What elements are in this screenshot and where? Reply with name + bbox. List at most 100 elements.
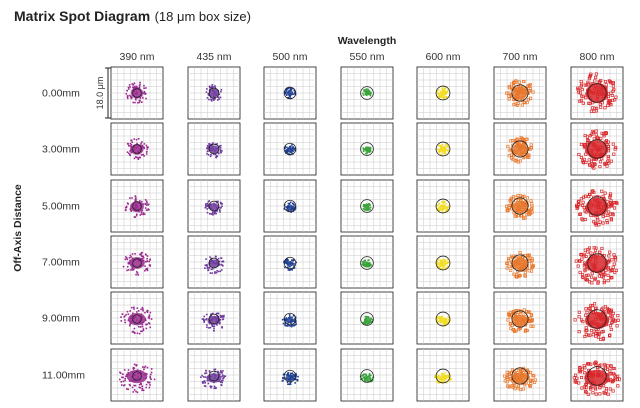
ray-marker (149, 326, 152, 329)
ray-marker (506, 144, 510, 149)
ray-marker (212, 317, 214, 320)
ray-marker (436, 319, 438, 322)
ray-marker (148, 386, 151, 389)
ray-marker (446, 321, 449, 323)
ray-marker (445, 202, 448, 205)
ray-marker (529, 371, 533, 375)
ray-marker (436, 375, 439, 378)
ray-marker (143, 84, 145, 87)
ray-marker (293, 265, 295, 267)
ray-marker (149, 375, 152, 378)
spot-cell (570, 235, 624, 289)
ray-marker (368, 93, 370, 96)
ray-marker (364, 265, 367, 268)
ray-marker (124, 258, 127, 261)
ray-marker (285, 206, 288, 208)
ray-marker (598, 220, 602, 224)
airy-disk-circle (435, 141, 451, 157)
ray-marker (208, 379, 211, 382)
ray-marker (437, 381, 439, 384)
ray-marker (131, 266, 134, 268)
ray-marker (516, 85, 520, 89)
ray-marker (217, 96, 219, 99)
ray-marker (216, 99, 219, 101)
ray-marker (616, 374, 620, 378)
ray-marker (140, 211, 143, 214)
ray-marker (604, 83, 608, 87)
ray-marker (512, 84, 516, 88)
scale-bar-label: 18.0 μm (95, 77, 105, 110)
ray-marker (216, 259, 218, 261)
ray-marker (200, 376, 202, 379)
ray-marker (149, 373, 152, 376)
ray-marker (511, 383, 515, 388)
spot-pattern (362, 315, 374, 326)
ray-marker (209, 315, 212, 318)
ray-marker (142, 309, 144, 312)
ray-marker (146, 267, 149, 270)
ray-marker (599, 105, 603, 109)
ray-marker (142, 308, 144, 310)
ray-marker (153, 378, 156, 381)
ray-marker (592, 157, 596, 161)
ray-marker (436, 91, 438, 93)
ray-marker (136, 156, 138, 159)
ray-marker (436, 316, 439, 318)
ray-marker (208, 267, 211, 269)
ray-marker (609, 159, 613, 163)
ray-marker (123, 315, 126, 317)
spot-pattern (505, 251, 535, 279)
ray-marker (437, 258, 440, 261)
ray-marker (365, 374, 367, 376)
ray-marker (370, 374, 372, 377)
airy-disk-circle (435, 311, 451, 327)
ray-marker (129, 197, 131, 199)
ray-marker (207, 93, 210, 95)
ray-marker (366, 146, 369, 149)
spot-pattern (200, 368, 227, 390)
ray-marker (599, 136, 603, 140)
ray-marker (128, 94, 131, 97)
ray-marker (145, 153, 148, 155)
ray-marker (290, 262, 292, 265)
ray-marker (442, 205, 445, 208)
ray-marker (587, 306, 591, 310)
ray-marker (589, 303, 593, 307)
ray-marker (141, 385, 143, 388)
ray-marker (206, 144, 209, 147)
ray-marker (129, 145, 132, 147)
ray-marker (123, 384, 126, 386)
ray-marker (592, 254, 596, 259)
ray-marker (589, 203, 594, 208)
ray-marker (148, 322, 151, 325)
ray-marker (136, 142, 138, 145)
ray-marker (130, 210, 133, 212)
ray-marker (589, 251, 593, 255)
ray-marker (146, 311, 149, 314)
ray-marker (121, 376, 123, 379)
ray-marker (132, 84, 134, 86)
wavelength-label: 700 nm (502, 51, 537, 63)
ray-marker (521, 387, 526, 391)
ray-marker (525, 155, 529, 159)
ray-marker (441, 259, 444, 262)
ray-marker (148, 260, 150, 263)
ray-marker (438, 265, 441, 268)
ray-marker (598, 202, 602, 206)
ray-marker (135, 197, 137, 200)
ray-marker (287, 153, 290, 155)
ray-marker (287, 324, 289, 327)
ray-marker (607, 254, 611, 258)
ray-marker (129, 317, 132, 320)
ray-marker (290, 152, 293, 154)
ray-marker (147, 203, 149, 206)
ray-marker (588, 163, 592, 167)
ray-marker (286, 261, 288, 264)
ray-marker (514, 214, 518, 218)
ray-marker (517, 321, 522, 325)
ray-marker (607, 260, 611, 264)
ray-marker (208, 149, 211, 151)
ray-marker (126, 258, 129, 261)
spot-cell (416, 66, 470, 120)
spot-pattern (362, 146, 372, 155)
